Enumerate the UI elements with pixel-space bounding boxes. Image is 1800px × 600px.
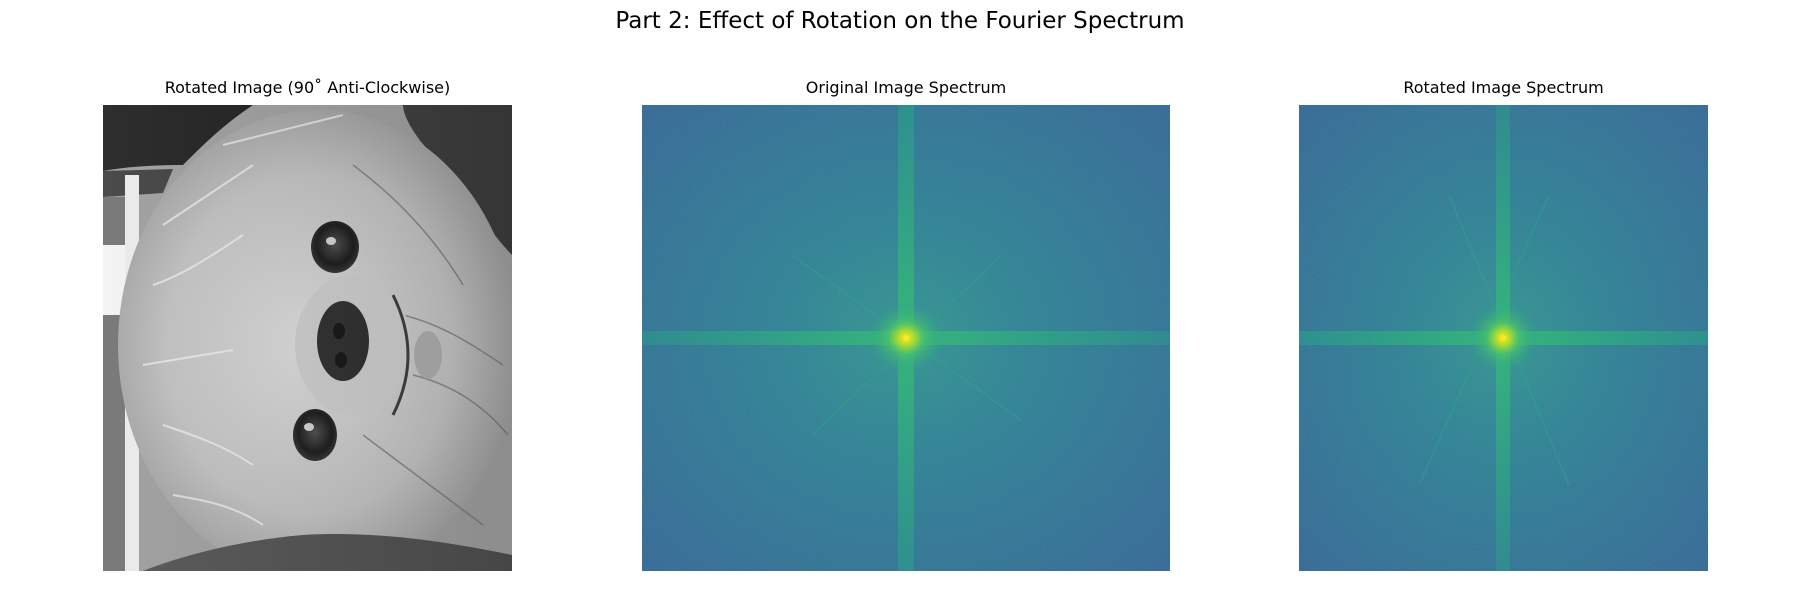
- original-spectrum-plot: [642, 105, 1170, 571]
- original-spectrum-title: Original Image Spectrum: [805, 78, 1007, 97]
- original-spectrum-panel: Original Image Spectrum: [642, 78, 1170, 571]
- rotated-spectrum-panel: Rotated Image Spectrum: [1299, 78, 1708, 571]
- rotated-image-panel: Rotated Image (90˚ Anti-Clockwise): [103, 78, 512, 571]
- rotated-image-title: Rotated Image (90˚ Anti-Clockwise): [164, 78, 451, 97]
- rotated-spectrum-title: Rotated Image Spectrum: [1403, 78, 1604, 97]
- figure-title: Part 2: Effect of Rotation on the Fourie…: [615, 8, 1185, 34]
- rotated-spectrum-plot: [1299, 105, 1708, 571]
- rotated-dog-photo: [103, 105, 512, 571]
